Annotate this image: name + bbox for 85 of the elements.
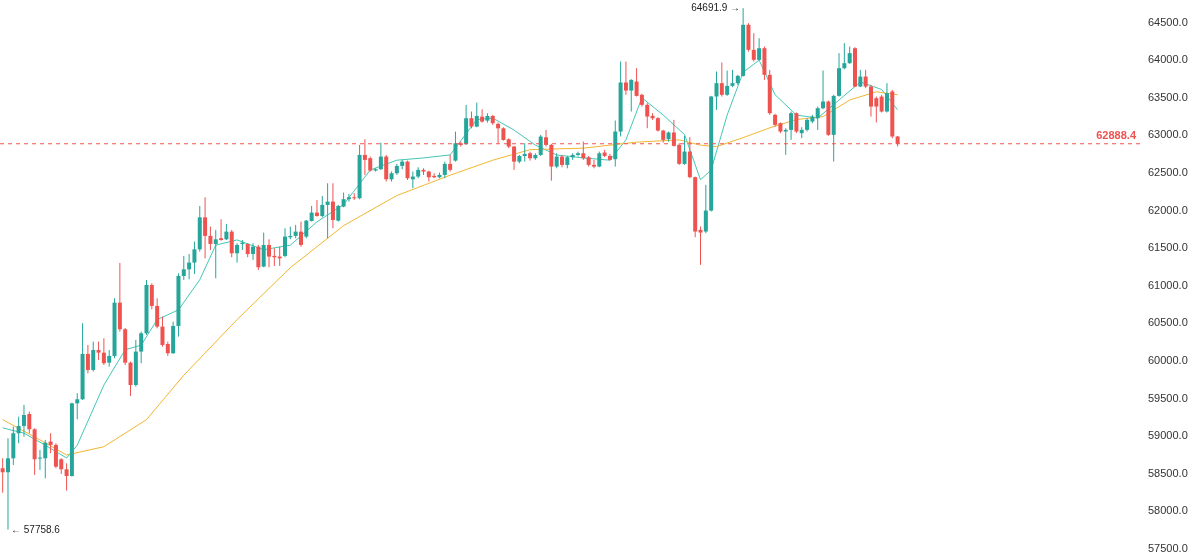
candlestick [405,160,410,181]
candlestick [629,78,634,113]
candlestick [378,142,383,171]
candlestick [863,69,868,89]
candlestick [884,82,889,114]
candlestick [575,151,580,158]
y-tick-label: 61500.0 [1148,241,1188,254]
candlestick [703,184,708,234]
y-tick-label: 62000.0 [1148,203,1188,216]
annotation: ← 57758.6 [10,523,61,535]
candlestick [139,331,144,364]
candlestick [789,111,794,141]
candlestick [757,37,762,62]
candlestick [623,61,628,96]
candlestick [698,226,703,266]
candlestick [645,102,650,129]
candlestick [43,439,48,479]
candlestick [21,404,26,438]
candlestick [591,159,596,169]
y-tick-label: 60000.0 [1148,353,1188,366]
candlestick [229,229,234,258]
y-tick-label: 63500.0 [1148,90,1188,103]
candlestick [5,437,10,531]
candlestick [160,316,165,348]
candlestick [261,232,266,268]
candlestick [842,42,847,70]
y-tick-label: 62500.0 [1148,165,1188,178]
y-tick-label: 59500.0 [1148,391,1188,404]
candlestick [480,108,485,124]
candlestick [448,154,453,173]
candlestick [714,71,719,111]
candlestick [783,127,788,156]
y-tick-label: 64000.0 [1148,53,1188,66]
candlestick [181,255,186,281]
candlestick [16,416,21,444]
candlestick [682,135,687,166]
candlestick [96,341,101,361]
y-tick-label: 58500.0 [1148,466,1188,479]
candlestick [325,182,330,239]
candlestick [474,102,479,128]
candlestick [75,392,80,420]
candlestick [267,238,272,268]
candlestick [85,344,90,374]
y-tick-label: 58000.0 [1148,504,1188,517]
candlestick [815,106,820,131]
candlestick [91,341,96,373]
y-tick-label: 59000.0 [1148,429,1188,442]
candlestick [219,218,224,242]
candlestick [27,411,32,434]
candlestick [330,182,335,229]
candlestick [512,145,517,171]
candlestick [283,227,287,258]
candlestick [725,70,730,97]
candlestick [256,244,261,271]
candlestick [453,131,458,163]
candlestick [37,449,42,471]
candlestick [346,193,351,203]
candlestick [128,361,133,397]
candlestick [48,432,53,454]
candlestick [235,242,240,264]
candlestick [203,196,208,259]
candlestick [251,242,256,261]
candlestick [0,457,5,494]
candlestick [64,462,69,492]
candlestick [155,297,160,329]
candlestick [384,154,389,183]
y-tick-label: 60500.0 [1148,316,1188,329]
candlestick [101,337,106,366]
candlestick [298,221,303,248]
y-tick-label: 63000.0 [1148,128,1188,141]
annotation: 64691.9 → [691,2,741,14]
y-tick-label: 64500.0 [1148,15,1188,28]
y-tick-label: 61000.0 [1148,278,1188,291]
candlestick [208,226,213,251]
candlestick [522,142,527,163]
candlestick [213,229,218,279]
candlestick [149,282,154,310]
y-tick-label: 57500.0 [1148,542,1188,554]
candlestick [192,241,197,275]
ref-line-label: 62888.4 [1096,128,1137,141]
candlestick [751,32,756,63]
candlestick [719,62,724,98]
candlestick [304,219,309,239]
candlestick [320,195,325,218]
candlestick [538,134,543,157]
